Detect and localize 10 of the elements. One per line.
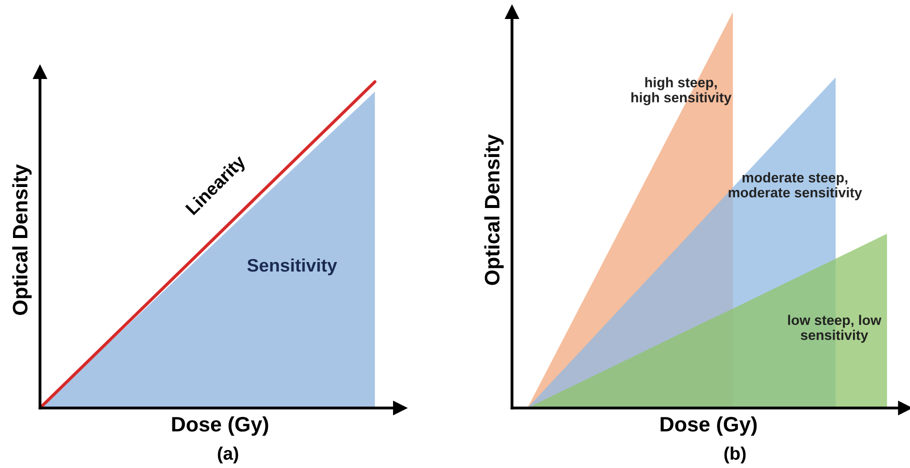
annotation: Sensitivity: [247, 258, 338, 276]
x-axis-title: Dose (Gy): [660, 416, 757, 436]
y-axis-title: Optical Density: [12, 164, 32, 315]
text: (a): [218, 446, 238, 464]
annotation: high steep, high sensitivity: [631, 77, 732, 106]
annotation: moderate steep, moderate sensitivity: [728, 172, 862, 200]
text: (b): [724, 446, 746, 464]
annotation: low steep, low sensitivity: [788, 314, 882, 343]
y-axis-title: Optical Density: [484, 134, 504, 285]
x-axis-title: Dose (Gy): [172, 416, 268, 436]
